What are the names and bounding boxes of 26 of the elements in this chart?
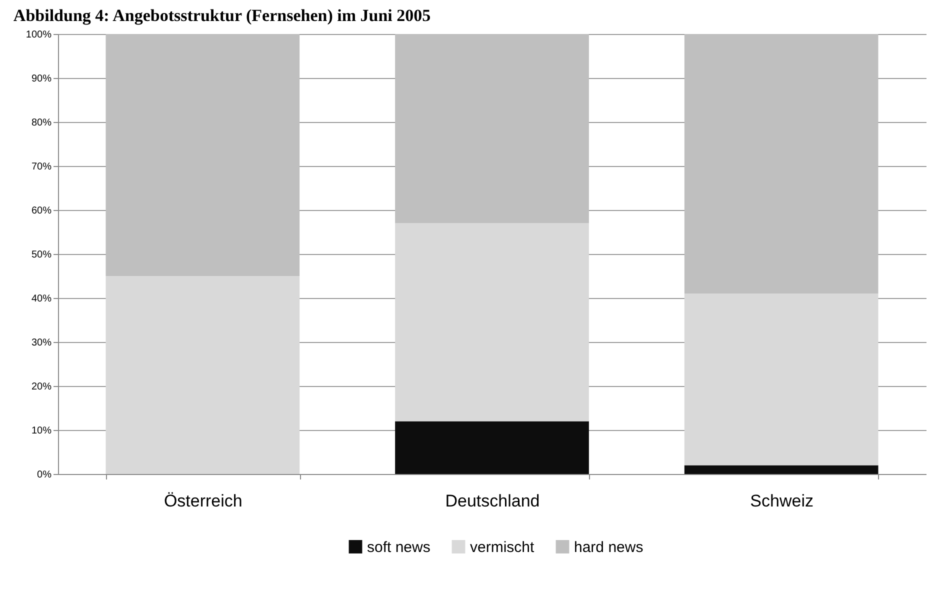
chart-title: Abbildung 4: Angebotsstruktur (Fernsehen) im Juni 2005 [13,6,431,25]
bar [106,276,300,474]
bar [395,34,589,224]
y-tick-label: 10% [31,426,52,436]
y-tick-label: 90% [31,74,52,84]
bar [684,294,878,466]
y-tick-label: 20% [31,382,52,392]
legend-label: soft news [367,538,430,556]
y-tick-label: 100% [26,30,52,40]
y-tick-label: 60% [31,206,52,216]
x-tick-label: Deutschland [445,492,540,510]
y-tick-label: 40% [31,294,52,304]
legend-label: vermischt [470,538,536,556]
legend-label: hard news [574,538,644,556]
y-tick-label: 0% [37,470,52,480]
bar [395,421,589,474]
bar [684,34,878,294]
bar [684,465,878,474]
bar [395,223,589,422]
y-tick-label: 50% [31,250,52,260]
x-tick-label: Österreich [164,492,242,510]
bar [106,34,300,276]
y-tick-label: 70% [31,162,52,172]
y-tick-label: 80% [31,118,52,128]
x-tick-label: Schweiz [750,492,814,510]
y-tick-label: 30% [31,338,52,348]
